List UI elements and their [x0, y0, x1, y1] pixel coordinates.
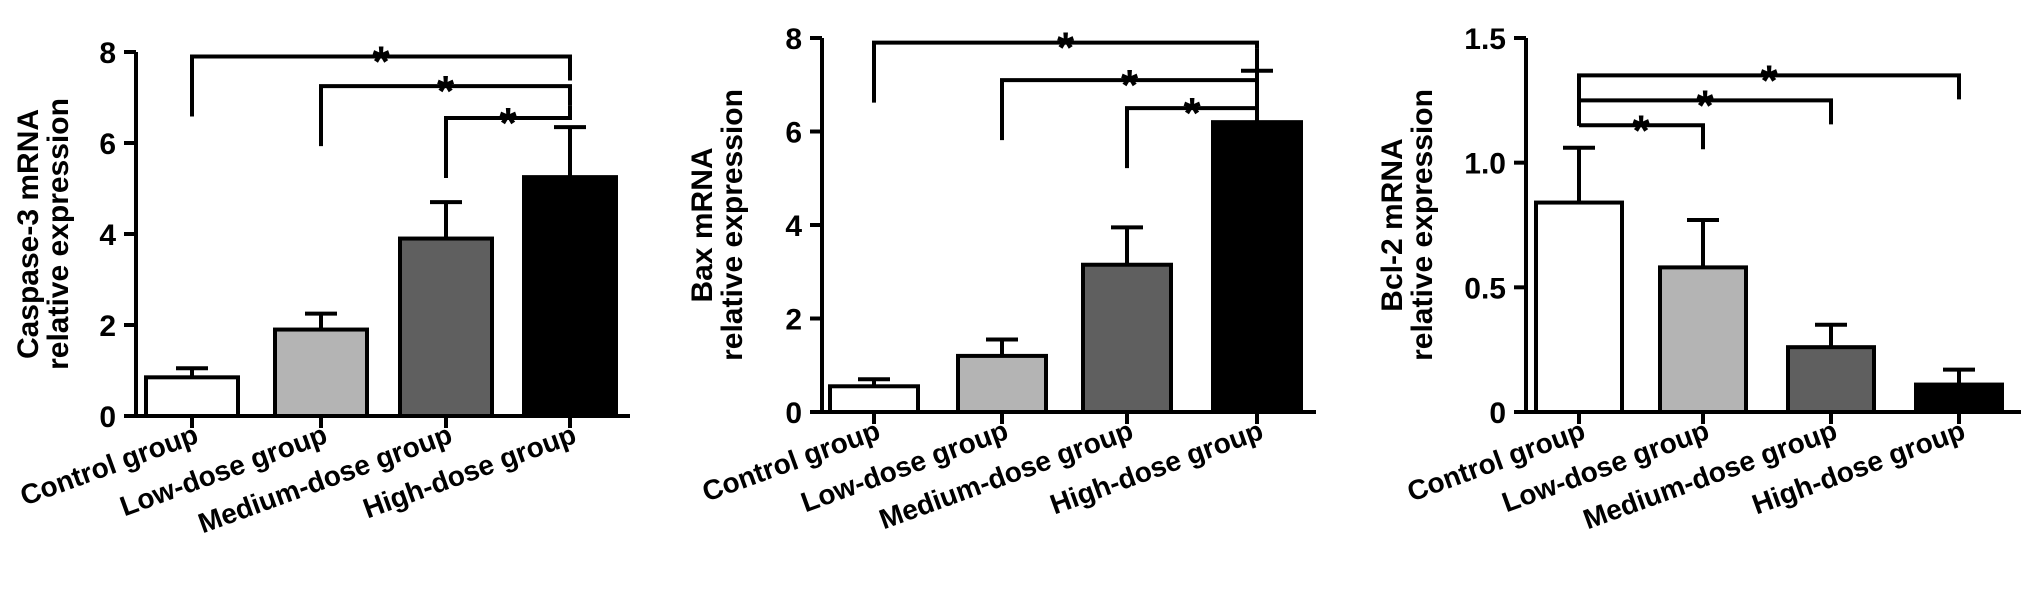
significance-star: *	[437, 67, 455, 116]
significance-star: *	[372, 38, 390, 87]
significance-bracket	[444, 105, 572, 178]
significance-bracket	[1125, 48, 1259, 169]
y-tick-label: 4	[99, 219, 116, 252]
y-tick-label: 2	[785, 304, 802, 337]
y-tick-label: 8	[99, 37, 116, 70]
y-axis-title-line: Bax mRNA	[686, 147, 719, 302]
y-tick-label: 1.0	[1464, 148, 1506, 181]
y-axis-title-line: relative expression	[716, 89, 749, 361]
significance-bracket	[190, 54, 572, 117]
y-axis-title-line: Bcl-2 mRNA	[1376, 138, 1409, 311]
significance-star: *	[1057, 24, 1075, 73]
significance-star: *	[1696, 81, 1714, 130]
bar	[1914, 382, 2004, 414]
y-axis-title-line: Caspase-3 mRNA	[12, 109, 45, 359]
bar	[1211, 120, 1303, 415]
bar	[828, 384, 920, 415]
y-tick-label: 6	[99, 128, 116, 161]
bar	[522, 175, 618, 418]
bax-chart-panel: 0 2 4 6 8 Control group Low-dose group Medium-d…	[680, 0, 1360, 596]
y-axis-title-line: relative expression	[42, 98, 75, 370]
bar	[398, 236, 494, 418]
bar	[1534, 200, 1624, 414]
bar	[956, 353, 1048, 414]
significance-bracket	[1577, 73, 1961, 126]
bar	[144, 375, 240, 419]
bar	[1658, 265, 1748, 414]
bar	[1081, 262, 1173, 414]
significance-bracket	[872, 40, 1259, 103]
x-tick-label: High-dose group	[1046, 415, 1267, 521]
significance-star: *	[1121, 61, 1139, 110]
y-tick-label: 0	[99, 401, 116, 434]
bar	[1786, 345, 1876, 415]
y-axis-title-line: relative expression	[1406, 89, 1439, 361]
significance-star: *	[499, 99, 517, 148]
caspase3-chart-panel: 0 2 4 6 8 Control group Low-dose group Medium-d…	[0, 0, 680, 596]
y-tick-label: 6	[785, 117, 802, 150]
y-tick-label: 2	[99, 310, 116, 343]
significance-star: *	[1632, 106, 1650, 155]
significance-bracket	[319, 84, 572, 147]
significance-star: *	[1760, 56, 1778, 105]
bcl2-chart-panel: 0 0.5 1.0 1.5 Control group Low-dose group Med…	[1360, 0, 2031, 596]
y-tick-label: 0	[1489, 397, 1506, 430]
y-tick-label: 4	[785, 210, 802, 243]
y-tick-label: 0.5	[1464, 272, 1506, 305]
y-tick-label: 1.5	[1464, 23, 1506, 56]
y-tick-label: 8	[785, 23, 802, 56]
x-tick-label: High-dose group	[359, 419, 580, 525]
bar	[273, 327, 369, 418]
y-tick-label: 0	[785, 397, 802, 430]
significance-star: *	[1183, 89, 1201, 138]
x-tick-label: High-dose group	[1748, 415, 1969, 521]
